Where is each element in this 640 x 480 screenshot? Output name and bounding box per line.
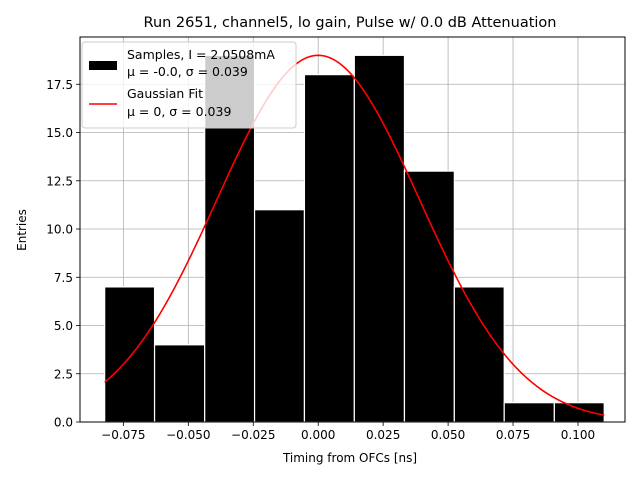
y-tick-label: 5.0 [54,319,73,333]
histogram-bar [453,286,505,423]
x-tick-label: 0.000 [301,428,335,442]
x-tick-label: −0.050 [166,428,210,442]
legend-histogram-label-line1: Samples, I = 2.0508mA [127,47,275,62]
legend-histogram-swatch [89,61,117,70]
legend: Samples, I = 2.0508mA μ = -0.0, σ = 0.03… [81,41,297,129]
y-tick-label: 2.5 [54,367,73,381]
x-tick-label: 0.025 [366,428,400,442]
histogram-bar [503,402,555,423]
x-tick-label: 0.075 [496,428,530,442]
legend-fit-label-line1: Gaussian Fit [127,86,203,101]
y-tick-label: 15.0 [46,126,73,140]
axes-frame [79,36,626,423]
legend-fit-label-line2: μ = 0, σ = 0.039 [127,104,231,119]
chart-title: Run 2651, channel5, lo gain, Pulse w/ 0.… [144,15,557,31]
legend-box [81,41,297,129]
y-tick-label: 7.5 [54,271,73,285]
legend-histogram-label-line2: μ = -0.0, σ = 0.039 [127,64,248,79]
y-tick-label: 0.0 [54,416,73,430]
y-tick-label: 17.5 [46,78,73,92]
x-axis-label: Timing from OFCs [ns] [282,451,417,465]
x-tick-label: 0.100 [561,428,595,442]
x-axis-ticks: −0.075 −0.050 −0.025 0.000 0.025 0.050 0.075 0.… [101,422,595,442]
y-tick-label: 10.0 [46,223,73,237]
x-tick-label: 0.050 [431,428,465,442]
y-axis-ticks: 0.0 2.5 5.0 7.5 10.0 12.5 15.0 17.5 [46,78,80,430]
histogram-bar [553,402,605,423]
x-tick-label: −0.025 [231,428,275,442]
histogram-bar [253,209,306,423]
histogram-bar [104,286,156,423]
histogram-bar [353,54,406,423]
histogram-bar [303,74,355,423]
histogram-bar [403,170,455,423]
y-tick-label: 12.5 [46,174,73,188]
y-axis-label: Entries [15,209,29,251]
x-tick-label: −0.075 [101,428,145,442]
histogram-bar [153,344,206,423]
gaussian-fit-curve [104,54,605,416]
